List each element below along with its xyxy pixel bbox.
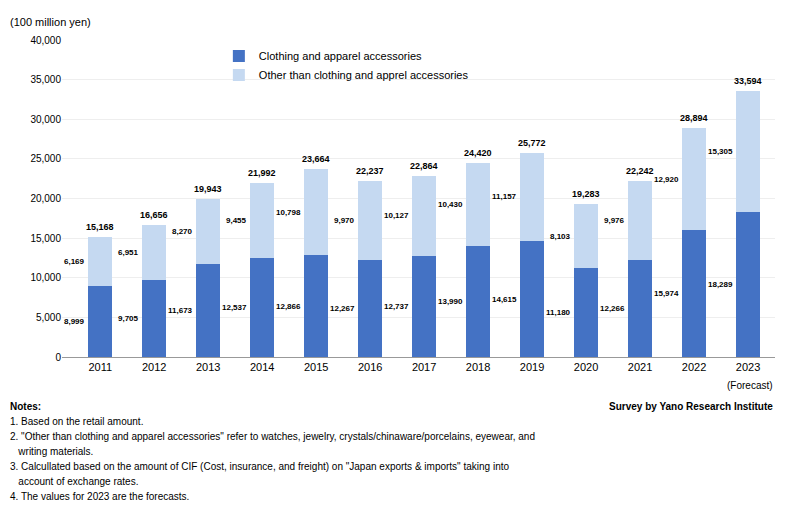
svg-text:1. Based on the retail amount.: 1. Based on the retail amount. xyxy=(10,416,143,427)
svg-text:Clothing and apparel accessori: Clothing and apparel accessories xyxy=(259,50,422,62)
svg-text:35,000: 35,000 xyxy=(30,74,61,85)
svg-text:30,000: 30,000 xyxy=(30,114,61,125)
svg-text:2015: 2015 xyxy=(304,361,328,373)
svg-text:40,000: 40,000 xyxy=(30,35,61,46)
svg-text:12,866: 12,866 xyxy=(276,302,301,311)
svg-text:8,103: 8,103 xyxy=(550,232,571,241)
svg-text:10,000: 10,000 xyxy=(30,272,61,283)
svg-text:11,180: 11,180 xyxy=(546,308,571,317)
svg-text:8,999: 8,999 xyxy=(64,317,85,326)
svg-text:2014: 2014 xyxy=(250,361,274,373)
svg-text:12,920: 12,920 xyxy=(654,175,679,184)
svg-text:10,798: 10,798 xyxy=(276,208,301,217)
svg-text:12,267: 12,267 xyxy=(330,304,355,313)
svg-text:14,615: 14,615 xyxy=(492,295,517,304)
svg-text:8,270: 8,270 xyxy=(172,227,193,236)
svg-text:2023: 2023 xyxy=(736,361,760,373)
svg-text:Notes:: Notes: xyxy=(10,401,41,412)
svg-text:2018: 2018 xyxy=(466,361,490,373)
svg-text:33,594: 33,594 xyxy=(734,76,762,86)
svg-text:2013: 2013 xyxy=(196,361,220,373)
svg-text:13,990: 13,990 xyxy=(438,297,463,306)
svg-text:20,000: 20,000 xyxy=(30,193,61,204)
svg-text:16,656: 16,656 xyxy=(140,210,168,220)
svg-text:2022: 2022 xyxy=(682,361,706,373)
svg-text:11,673: 11,673 xyxy=(168,306,193,315)
svg-text:25,772: 25,772 xyxy=(518,138,546,148)
svg-text:(Forecast): (Forecast) xyxy=(727,380,773,391)
svg-text:account of exchange rates.: account of exchange rates. xyxy=(10,476,138,487)
svg-text:Survey by Yano Research Instit: Survey by Yano Research Institute xyxy=(609,401,773,412)
svg-text:15,168: 15,168 xyxy=(86,222,114,232)
svg-text:18,289: 18,289 xyxy=(708,280,733,289)
svg-text:2020: 2020 xyxy=(574,361,598,373)
svg-text:9,455: 9,455 xyxy=(226,216,247,225)
svg-text:writing materials.: writing materials. xyxy=(10,446,93,457)
svg-text:15,000: 15,000 xyxy=(30,233,61,244)
svg-text:2. "Other than clothing and ap: 2. "Other than clothing and apparel acce… xyxy=(10,431,535,442)
svg-text:3. Calcullated based on the am: 3. Calcullated based on the amount of CI… xyxy=(10,461,509,472)
svg-text:12,266: 12,266 xyxy=(600,304,625,313)
svg-text:6,169: 6,169 xyxy=(64,257,85,266)
svg-text:4. The values for 2023 are the: 4. The values for 2023 are the forecasts… xyxy=(10,491,189,502)
svg-text:2012: 2012 xyxy=(142,361,166,373)
svg-text:(100 million yen): (100 million yen) xyxy=(10,16,91,28)
svg-text:5,000: 5,000 xyxy=(36,312,61,323)
svg-text:23,664: 23,664 xyxy=(302,154,330,164)
svg-text:19,283: 19,283 xyxy=(572,189,600,199)
svg-text:2017: 2017 xyxy=(412,361,436,373)
svg-text:12,537: 12,537 xyxy=(222,303,247,312)
svg-text:12,737: 12,737 xyxy=(384,302,409,311)
svg-text:2021: 2021 xyxy=(628,361,652,373)
svg-text:0: 0 xyxy=(55,352,61,363)
svg-text:2019: 2019 xyxy=(520,361,544,373)
svg-text:11,157: 11,157 xyxy=(492,192,517,201)
svg-text:2011: 2011 xyxy=(88,361,112,373)
svg-text:24,420: 24,420 xyxy=(464,148,492,158)
svg-text:9,705: 9,705 xyxy=(118,314,139,323)
svg-text:9,970: 9,970 xyxy=(334,216,355,225)
svg-text:19,943: 19,943 xyxy=(194,184,222,194)
svg-text:22,242: 22,242 xyxy=(626,166,654,176)
svg-text:10,127: 10,127 xyxy=(384,211,409,220)
svg-text:15,974: 15,974 xyxy=(654,289,679,298)
svg-text:2016: 2016 xyxy=(358,361,382,373)
svg-text:6,951: 6,951 xyxy=(118,248,139,257)
svg-text:Other than clothing and apprel: Other than clothing and apprel accessori… xyxy=(259,69,469,81)
svg-text:25,000: 25,000 xyxy=(30,153,61,164)
svg-text:28,894: 28,894 xyxy=(680,113,708,123)
svg-text:22,237: 22,237 xyxy=(356,166,384,176)
svg-text:21,992: 21,992 xyxy=(248,168,276,178)
svg-text:10,430: 10,430 xyxy=(438,200,463,209)
svg-text:9,976: 9,976 xyxy=(604,216,625,225)
svg-text:22,864: 22,864 xyxy=(410,161,438,171)
svg-text:15,305: 15,305 xyxy=(708,147,733,156)
